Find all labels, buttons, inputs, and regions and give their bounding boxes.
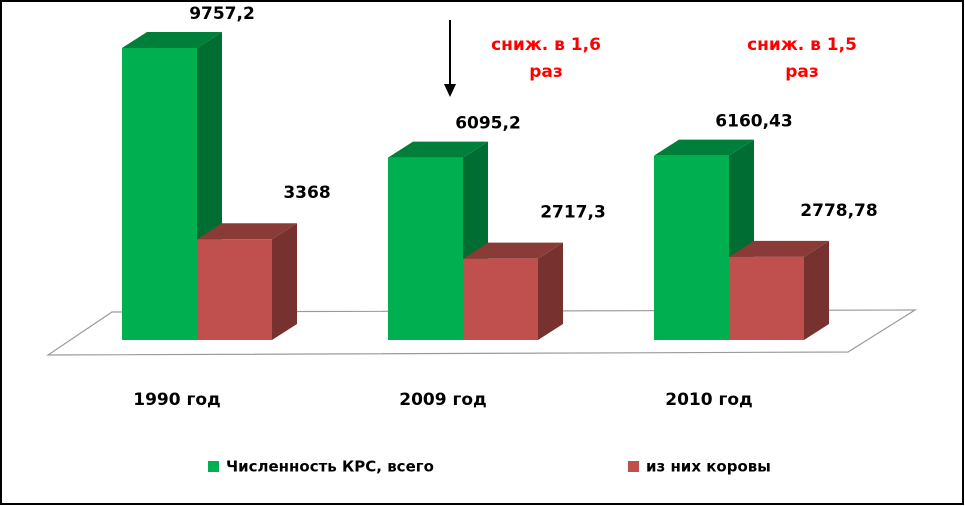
x-tick-label: 1990 год — [133, 390, 221, 410]
bar-side — [272, 223, 297, 340]
bar-top — [463, 242, 563, 259]
annotation: сниж. в 1,6 — [491, 35, 601, 55]
x-tick-label: 2009 год — [399, 390, 487, 410]
bar-side — [804, 240, 829, 340]
x-tick-label: 2010 год — [665, 390, 753, 410]
value-label: 6160,43 — [715, 112, 792, 132]
bar-front — [729, 256, 804, 340]
bar-top — [654, 139, 754, 156]
legend-label: Численность КРС, всего — [226, 458, 434, 476]
bar-top — [122, 32, 222, 48]
bar-front — [654, 155, 729, 340]
bar-front — [388, 157, 463, 340]
bar — [197, 223, 297, 340]
value-label: 3368 — [283, 183, 330, 203]
annotation: раз — [529, 62, 563, 82]
bar-top — [197, 223, 297, 240]
arrow-head — [444, 84, 456, 97]
legend-label: из них коровы — [646, 458, 771, 476]
bar-front — [463, 258, 538, 340]
value-label: 6095,2 — [455, 114, 521, 134]
bar-front — [197, 239, 272, 340]
bar — [463, 242, 563, 340]
value-label: 9757,2 — [189, 4, 255, 24]
legend-swatch — [208, 461, 219, 472]
annotation: сниж. в 1,5 — [747, 35, 857, 55]
bar-side — [538, 242, 563, 340]
bar-front — [122, 48, 197, 340]
bar-top — [388, 141, 488, 158]
value-label: 2778,78 — [800, 201, 877, 221]
bar-top — [729, 240, 829, 257]
annotation: раз — [785, 62, 819, 82]
value-label: 2717,3 — [540, 203, 606, 223]
legend-swatch — [628, 461, 639, 472]
bar — [729, 240, 829, 340]
